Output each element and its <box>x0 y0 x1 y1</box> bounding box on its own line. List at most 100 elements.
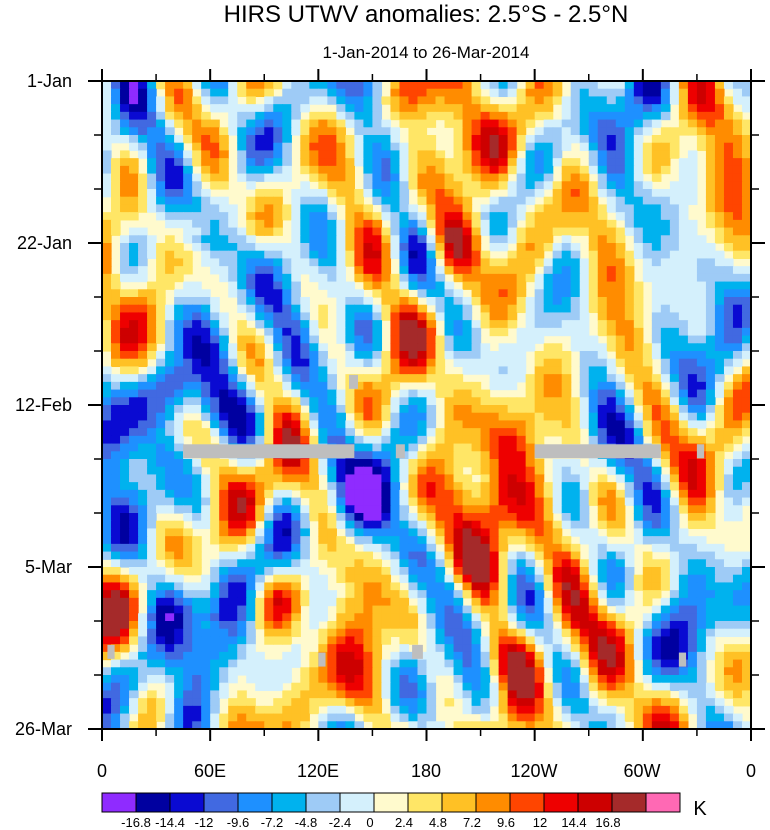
field-cell <box>156 420 166 429</box>
field-cell <box>642 343 653 352</box>
field-cell <box>705 389 716 398</box>
field-cell <box>210 351 220 360</box>
field-cell <box>183 266 193 275</box>
field-cell <box>498 196 509 206</box>
field-cell <box>642 459 653 468</box>
field-cell <box>444 219 455 229</box>
field-cell <box>291 613 301 622</box>
field-cell <box>615 567 626 576</box>
field-cell <box>714 451 725 460</box>
field-cell <box>498 551 509 560</box>
field-cell <box>219 605 229 614</box>
field-cell <box>606 405 617 414</box>
field-cell <box>480 343 491 352</box>
field-cell <box>480 667 491 676</box>
field-cell <box>552 482 563 491</box>
field-cell <box>192 142 202 152</box>
field-cell <box>345 150 355 159</box>
field-cell <box>174 158 184 167</box>
field-cell <box>300 304 310 314</box>
field-cell <box>552 127 563 136</box>
field-cell <box>210 219 220 229</box>
field-cell <box>300 675 310 684</box>
field-cell <box>723 119 734 128</box>
field-cell <box>345 304 355 314</box>
field-cell <box>390 320 401 329</box>
field-cell <box>570 96 581 105</box>
field-cell <box>111 428 121 437</box>
field-cell <box>462 150 473 159</box>
field-cell <box>390 81 401 90</box>
field-cell <box>435 312 446 321</box>
field-cell <box>561 243 572 252</box>
field-cell <box>219 227 229 236</box>
field-cell <box>165 520 175 530</box>
field-cell <box>165 304 175 314</box>
field-cell <box>453 459 464 468</box>
field-cell <box>507 474 518 483</box>
field-cell <box>210 258 220 267</box>
field-cell <box>129 621 139 630</box>
field-cell <box>183 405 193 414</box>
field-cell <box>723 243 734 252</box>
field-cell <box>210 165 220 175</box>
field-cell <box>282 397 292 406</box>
field-cell <box>318 551 328 560</box>
field-cell <box>651 613 662 622</box>
field-cell <box>669 389 680 398</box>
field-cell <box>669 351 680 360</box>
field-cell <box>516 196 527 206</box>
field-cell <box>615 227 626 236</box>
field-cell <box>300 189 310 198</box>
field-cell <box>714 150 725 159</box>
field-cell <box>210 358 220 368</box>
field-cell <box>615 675 626 684</box>
field-cell <box>723 667 734 676</box>
field-cell <box>426 111 437 121</box>
field-cell <box>498 435 509 445</box>
field-cell <box>534 181 545 190</box>
field-cell <box>633 219 644 229</box>
field-cell <box>129 358 139 368</box>
field-cell <box>120 235 130 244</box>
field-cell <box>111 374 121 383</box>
field-cell <box>588 335 599 344</box>
field-cell <box>336 466 346 476</box>
field-cell <box>660 613 671 622</box>
field-cell <box>147 559 157 568</box>
field-cell <box>363 389 374 398</box>
field-cell <box>588 667 599 676</box>
field-cell <box>579 621 590 630</box>
field-cell <box>309 482 319 491</box>
field-cell <box>192 551 202 560</box>
field-cell <box>372 451 383 460</box>
field-cell <box>669 451 680 460</box>
field-cell <box>417 81 428 90</box>
field-cell <box>309 173 319 182</box>
field-cell <box>570 551 581 560</box>
field-cell <box>408 590 419 599</box>
field-cell <box>183 250 193 260</box>
field-cell <box>615 127 626 136</box>
field-cell <box>399 567 410 576</box>
field-cell <box>642 644 653 653</box>
field-cell <box>336 405 346 414</box>
field-cell <box>381 235 392 244</box>
field-cell <box>291 420 301 429</box>
field-cell <box>489 150 500 159</box>
field-cell <box>633 189 644 198</box>
field-cell <box>273 420 283 429</box>
field-cell <box>255 513 265 522</box>
field-cell <box>273 636 283 645</box>
field-cell <box>219 435 229 445</box>
field-cell <box>237 243 247 252</box>
field-cell <box>192 636 202 645</box>
field-cell <box>354 304 364 314</box>
field-cell <box>183 428 193 437</box>
field-cell <box>354 474 364 483</box>
field-cell <box>615 281 626 290</box>
field-cell <box>120 613 130 622</box>
field-cell <box>408 81 419 90</box>
field-cell <box>408 420 419 429</box>
field-cell <box>372 574 383 584</box>
